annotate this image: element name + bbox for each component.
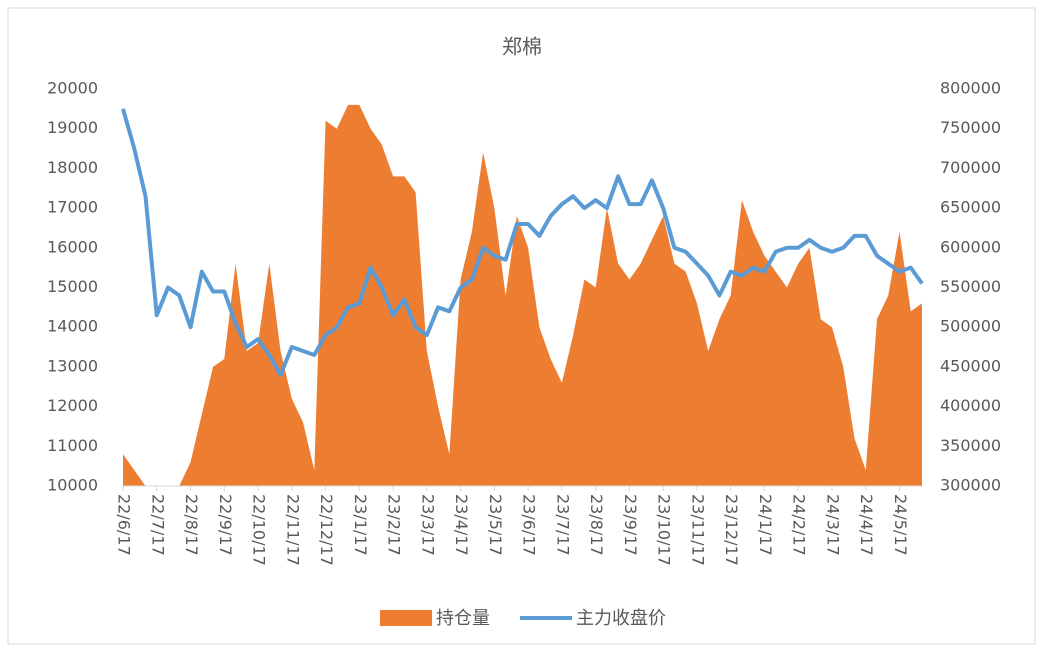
y2-tick-label: 450000 <box>940 356 1001 375</box>
x-tick-label: 24/4/17 <box>857 494 876 556</box>
x-tick-label: 22/7/17 <box>148 494 167 556</box>
y2-tick-label: 350000 <box>940 436 1001 455</box>
chart-title: 郑棉 <box>502 35 542 59</box>
x-tick-label: 24/1/17 <box>756 494 775 556</box>
x-tick-label: 24/2/17 <box>790 494 809 556</box>
y2-tick-label: 650000 <box>940 198 1001 217</box>
y-tick-label: 13000 <box>47 356 98 375</box>
y-tick-label: 15000 <box>47 277 98 296</box>
y-tick-label: 18000 <box>47 158 98 177</box>
x-tick-label: 22/6/17 <box>115 494 134 556</box>
legend-label: 主力收盘价 <box>576 608 666 629</box>
y-tick-label: 19000 <box>47 118 98 137</box>
x-tick-label: 23/12/17 <box>722 494 741 566</box>
x-tick-label: 23/5/17 <box>486 494 505 556</box>
line <box>121 108 924 377</box>
y2-tick-label: 550000 <box>940 277 1001 296</box>
y-tick-label: 11000 <box>47 436 98 455</box>
x-tick-label: 23/2/17 <box>385 494 404 556</box>
x-tick-label: 22/11/17 <box>283 494 302 566</box>
y-tick-label: 20000 <box>47 79 98 98</box>
x-tick-label: 23/11/17 <box>688 494 707 566</box>
x-tick-label: 23/1/17 <box>351 494 370 556</box>
legend-label: 持仓量 <box>436 608 490 629</box>
y-tick-label: 16000 <box>47 237 98 256</box>
area <box>123 104 922 486</box>
y2-tick-label: 600000 <box>940 237 1001 256</box>
x-tick-label: 22/8/17 <box>182 494 201 556</box>
y2-tick-label: 700000 <box>940 158 1001 177</box>
x-tick-label: 23/8/17 <box>587 494 606 556</box>
x-tick-label: 23/9/17 <box>621 494 640 556</box>
x-tick-label: 23/4/17 <box>452 494 471 556</box>
legend-swatch <box>380 610 432 626</box>
y-tick-label: 17000 <box>47 198 98 217</box>
x-tick-label: 24/3/17 <box>823 494 842 556</box>
x-tick-label: 23/7/17 <box>553 494 572 556</box>
y-tick-label: 12000 <box>47 396 98 415</box>
y2-tick-label: 500000 <box>940 317 1001 336</box>
y-tick-label: 10000 <box>47 476 98 495</box>
y2-tick-label: 750000 <box>940 118 1001 137</box>
y-tick-label: 14000 <box>47 317 98 336</box>
x-tick-label: 24/5/17 <box>891 494 910 556</box>
x-tick-label: 22/12/17 <box>317 494 336 566</box>
y2-tick-label: 800000 <box>940 79 1001 98</box>
x-tick-label: 23/6/17 <box>520 494 539 556</box>
x-tick-label: 22/9/17 <box>216 494 235 556</box>
y2-tick-label: 300000 <box>940 476 1001 495</box>
x-tick-label: 22/10/17 <box>250 494 269 566</box>
y2-tick-label: 400000 <box>940 396 1001 415</box>
x-tick-label: 23/3/17 <box>418 494 437 556</box>
x-tick-label: 23/10/17 <box>655 494 674 566</box>
